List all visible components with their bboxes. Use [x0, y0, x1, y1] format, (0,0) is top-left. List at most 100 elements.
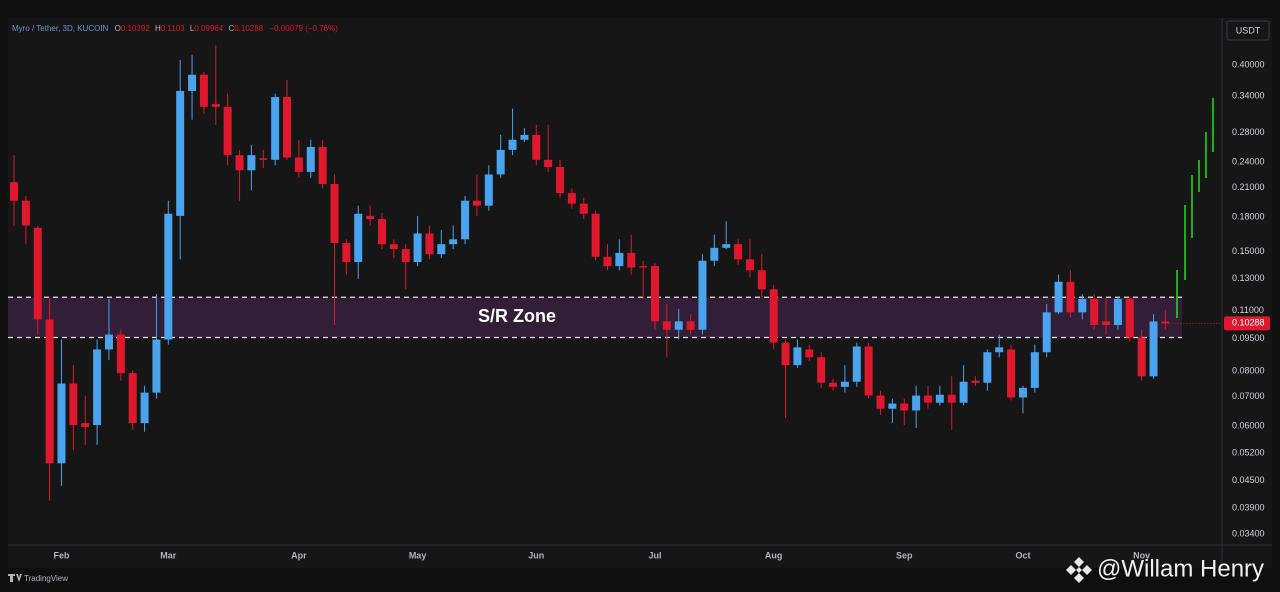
y-tick-label: 0.03400 — [1232, 528, 1265, 538]
candle-body — [923, 395, 932, 403]
ohlc-value: 0.10288 — [234, 24, 263, 33]
candle-body — [330, 183, 339, 243]
axes: 0.40000 0.34000 0.28000 0.24000 0.21000 0.180… — [53, 59, 1270, 560]
y-tick-label: 0.05200 — [1232, 448, 1265, 458]
candle-body — [698, 260, 707, 330]
candle-body — [959, 381, 968, 403]
candle-body — [247, 155, 256, 171]
candle-body — [983, 352, 992, 383]
candle-body — [69, 383, 78, 426]
candle-body — [947, 394, 956, 403]
currency-button[interactable] — [1226, 20, 1270, 41]
candle-body — [579, 203, 588, 214]
candle-body — [1066, 281, 1075, 313]
candle-body — [1042, 312, 1051, 353]
candle-body — [840, 381, 849, 387]
ohlc-value: 0.10392 — [121, 24, 150, 33]
candle-body — [437, 244, 446, 255]
candle-body — [472, 200, 481, 206]
sr-zone-group: S/R Zone — [8, 296, 1182, 339]
watermark-icon — [1066, 557, 1092, 583]
candle-body — [686, 321, 695, 330]
candle-body — [1161, 321, 1170, 324]
candle-body — [45, 319, 54, 464]
candle-body — [876, 395, 885, 409]
y-tick-label: 0.40000 — [1232, 59, 1265, 69]
candle-body — [294, 157, 303, 172]
tradingview-logo: TradingView — [8, 574, 68, 583]
candle-body — [21, 200, 30, 226]
candle-body — [484, 174, 493, 206]
candle-body — [389, 244, 398, 250]
candle-body — [520, 134, 529, 140]
candle-body — [639, 266, 648, 268]
candle-body — [532, 134, 541, 160]
y-tick-label: 0.34000 — [1232, 90, 1265, 100]
ohlc-label: C — [228, 24, 234, 33]
y-tick-label: 0.21000 — [1232, 182, 1265, 192]
y-tick-label: 0.24000 — [1232, 157, 1265, 167]
candle-body — [93, 349, 102, 426]
candle-body — [971, 380, 980, 383]
candle-body — [10, 182, 18, 201]
candle-body — [829, 382, 838, 387]
x-tick-label: Aug — [765, 550, 783, 560]
candle-body — [805, 349, 814, 358]
candle-body — [556, 166, 565, 194]
candle-body — [722, 244, 731, 248]
ohlc-label: O — [115, 24, 121, 33]
x-tick-label: Nov — [1133, 550, 1150, 560]
logo-icon — [8, 574, 22, 582]
candle-body — [449, 239, 458, 245]
y-tick-label: 0.28000 — [1232, 127, 1265, 137]
candle-body — [508, 139, 517, 150]
candle-body — [734, 244, 743, 260]
candle-body — [710, 247, 719, 261]
y-tick-label: 0.07000 — [1232, 391, 1265, 401]
y-tick-label: 0.06000 — [1232, 420, 1265, 430]
candle-body — [1018, 387, 1027, 398]
candle-body — [650, 266, 659, 322]
candle-body — [377, 219, 386, 245]
y-tick-label: 0.11000 — [1232, 305, 1264, 315]
candle-body — [1030, 352, 1039, 388]
x-tick-label: Jul — [648, 550, 661, 560]
candle-body — [544, 159, 553, 167]
candle-body — [674, 321, 683, 330]
candle-body — [199, 74, 208, 107]
candle-body — [1054, 281, 1063, 313]
candle-body — [1113, 298, 1122, 326]
y-tick-label: 0.09500 — [1232, 333, 1265, 343]
candle-body — [413, 233, 422, 263]
x-tick-label: Feb — [53, 550, 70, 560]
candle-body — [1078, 298, 1087, 313]
candle-body — [271, 97, 280, 160]
watermark: @Willam Henry — [1066, 555, 1264, 583]
ohlc-label: H — [155, 24, 161, 33]
candle-body — [235, 155, 244, 171]
candle-body — [603, 256, 612, 267]
candle-body — [935, 394, 944, 403]
candle-body — [817, 357, 826, 383]
ohlc-label: L — [190, 24, 195, 33]
candle-body — [900, 403, 909, 411]
candle-body — [259, 158, 268, 160]
y-tick-label: 0.13000 — [1232, 273, 1265, 283]
candle-body — [1102, 321, 1111, 326]
y-tick-label: 0.18000 — [1232, 211, 1265, 221]
x-tick-label: Jun — [528, 550, 544, 560]
candle-body — [104, 334, 113, 350]
x-tick-label: Apr — [291, 550, 307, 560]
candle-body — [354, 213, 363, 263]
candle-body — [81, 423, 90, 427]
change: −0.00079 (−0.76%) — [269, 24, 338, 33]
footer-text: TradingView — [24, 574, 68, 583]
candle-body — [211, 103, 220, 107]
y-tick-label: 0.04500 — [1232, 475, 1265, 485]
candle-body — [888, 403, 897, 409]
candle-body — [852, 346, 861, 382]
price-axis — [1222, 18, 1272, 568]
candle-body — [1149, 321, 1158, 377]
candle-body — [152, 339, 161, 393]
